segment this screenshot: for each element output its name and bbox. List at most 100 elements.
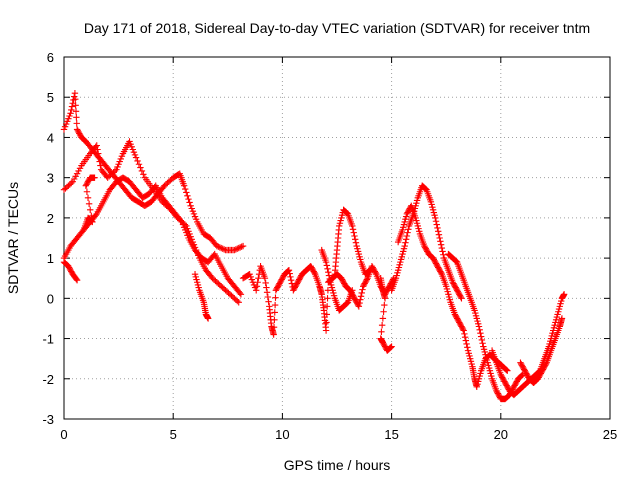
data-point-marker (270, 331, 277, 338)
data-point-marker (68, 103, 76, 110)
y-tick-label: -3 (42, 412, 54, 427)
data-point-marker (215, 243, 222, 250)
data-point-marker (94, 146, 101, 153)
data-point-marker (378, 328, 385, 336)
data-point-marker (272, 294, 279, 301)
x-axis-label: GPS time / hours (284, 457, 391, 473)
data-point-marker (542, 360, 550, 368)
data-point-marker (287, 273, 294, 281)
data-point-marker (204, 315, 212, 322)
data-point-marker (463, 340, 470, 348)
y-tick-label: 1 (47, 251, 54, 266)
data-point-marker (432, 218, 440, 225)
data-point-marker (261, 275, 269, 282)
data-point-marker (452, 257, 459, 264)
x-tick-label: 0 (60, 427, 67, 442)
data-point-marker (503, 366, 510, 374)
x-tick-label: 15 (384, 427, 398, 442)
data-point-marker (111, 167, 119, 175)
data-point-marker (263, 289, 271, 296)
data-point-marker (464, 344, 471, 351)
data-point-marker (323, 311, 331, 318)
data-point-marker (350, 229, 357, 236)
data-point-marker (518, 372, 526, 379)
chart-title: Day 171 of 2018, Sidereal Day-to-day VTE… (84, 20, 590, 36)
data-point-marker (381, 301, 388, 309)
y-tick-label: 3 (47, 171, 54, 186)
data-point-marker (478, 336, 486, 344)
data-point-marker (95, 154, 103, 161)
data-point-marker (93, 142, 100, 149)
data-point-marker (323, 262, 331, 269)
data-point-marker (477, 329, 484, 337)
data-point-marker (287, 277, 295, 284)
data-point-marker (352, 239, 360, 246)
data-point-marker (378, 321, 386, 329)
data-point-marker (134, 157, 141, 165)
data-point-marker (96, 158, 103, 165)
data-point-marker (324, 265, 331, 273)
data-point-marker (560, 291, 568, 298)
data-points (60, 90, 568, 403)
data-point-marker (359, 286, 366, 293)
data-point-marker (517, 372, 525, 380)
data-point-marker (252, 287, 260, 294)
data-point-marker (403, 232, 411, 240)
data-point-marker (372, 269, 379, 277)
x-tick-label: 5 (170, 427, 177, 442)
data-point-marker (239, 242, 247, 250)
data-point-marker (349, 222, 356, 230)
data-point-marker (421, 185, 429, 192)
y-tick-label: 4 (47, 130, 54, 145)
data-point-marker (404, 229, 411, 236)
data-point-marker (349, 287, 356, 294)
data-point-marker (343, 300, 350, 307)
data-point-marker (379, 315, 387, 322)
data-point-marker (236, 244, 244, 251)
data-point-marker (254, 279, 261, 286)
data-point-marker (356, 299, 363, 307)
data-point-marker (84, 194, 92, 201)
data-point-marker (357, 293, 365, 300)
data-point-marker (439, 248, 446, 255)
data-point-marker (502, 366, 510, 373)
data-point-marker (434, 224, 441, 232)
data-point-marker (457, 293, 464, 301)
data-point-marker (438, 244, 446, 252)
data-point-marker (71, 90, 79, 97)
data-point-marker (91, 174, 98, 181)
data-point-marker (435, 231, 443, 238)
data-point-marker (271, 316, 278, 323)
data-point-marker (459, 325, 467, 333)
data-point-marker (286, 270, 293, 277)
data-point-marker (235, 299, 242, 306)
data-point-marker (311, 269, 318, 277)
data-point-marker (271, 309, 278, 316)
data-point-marker (402, 239, 409, 246)
data-point-marker (92, 212, 99, 219)
data-point-marker (231, 246, 238, 254)
data-point-marker (265, 298, 272, 305)
y-tick-label: 6 (47, 50, 54, 65)
data-point-marker (437, 241, 445, 248)
data-point-marker (213, 242, 221, 250)
data-point-marker (355, 303, 363, 310)
data-point-marker (232, 246, 240, 253)
data-point-marker (558, 315, 566, 322)
data-point-marker (218, 244, 225, 252)
data-point-marker (322, 258, 330, 266)
data-point-marker (433, 221, 440, 228)
data-point-marker (72, 102, 79, 109)
data-point-marker (140, 171, 147, 178)
data-point-marker (357, 296, 364, 303)
data-point-marker (184, 192, 191, 199)
data-point-marker (271, 301, 279, 309)
data-point-marker (380, 308, 387, 315)
y-axis-label: SDTVAR / TECUs (5, 182, 21, 294)
data-point-marker (67, 110, 74, 117)
data-point-marker (324, 295, 331, 302)
data-point-marker (185, 195, 192, 203)
data-point-marker (437, 269, 445, 277)
data-point-marker (88, 218, 95, 225)
data-point-marker (237, 291, 245, 298)
